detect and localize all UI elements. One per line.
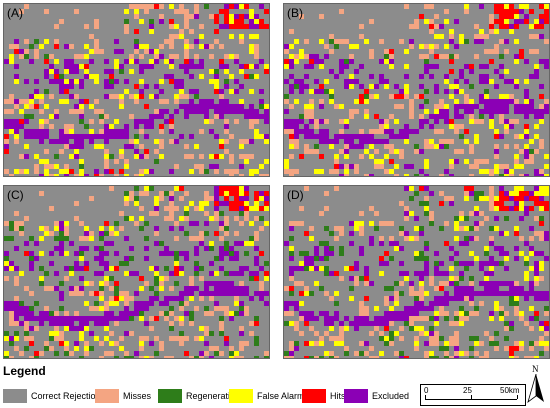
- legend-swatch-hits: [302, 389, 326, 403]
- map-panel-b: (B): [283, 3, 550, 177]
- legend-swatch-misses: [95, 389, 119, 403]
- legend-label-excluded: Excluded: [372, 391, 410, 401]
- north-arrow: N: [526, 364, 546, 404]
- panel-label-b: (B): [287, 6, 303, 20]
- map-panel-d: (D): [283, 185, 550, 359]
- legend-label-correct-rejection: Correct Rejection: [31, 391, 101, 401]
- panel-label-d: (D): [287, 188, 304, 202]
- scale-label-25: 25: [463, 386, 472, 395]
- legend-title: Legend: [3, 364, 46, 378]
- scale-tick-mid: [471, 395, 472, 399]
- map-panel-a: (A): [3, 3, 270, 177]
- legend-swatch-regeneration: [158, 389, 182, 403]
- legend-label-regeneration: Regeneration: [186, 391, 241, 401]
- panel-label-c: (C): [7, 188, 24, 202]
- scale-bar: 0 25 50km: [420, 384, 526, 406]
- legend-swatch-excluded: [344, 389, 368, 403]
- scale-label-50km: 50km: [500, 386, 520, 395]
- panel-label-a: (A): [7, 6, 23, 20]
- scale-line: [425, 399, 517, 400]
- scale-label-0: 0: [424, 386, 429, 395]
- north-arrow-icon: [527, 374, 544, 404]
- scale-tick-start: [425, 395, 426, 399]
- map-raster-d: [284, 186, 549, 358]
- map-raster-b: [284, 4, 549, 176]
- map-panel-c: (C): [3, 185, 270, 359]
- map-raster-a: [4, 4, 269, 176]
- legend-swatch-correct-rejection: [3, 389, 27, 403]
- scale-tick-end: [517, 395, 518, 399]
- legend-label-misses: Misses: [123, 391, 152, 401]
- legend-label-false-alarms: False Alarms: [257, 391, 310, 401]
- map-raster-c: [4, 186, 269, 358]
- north-label: N: [532, 364, 539, 374]
- legend-label-hits: Hits: [330, 391, 346, 401]
- legend-swatch-false-alarms: [229, 389, 253, 403]
